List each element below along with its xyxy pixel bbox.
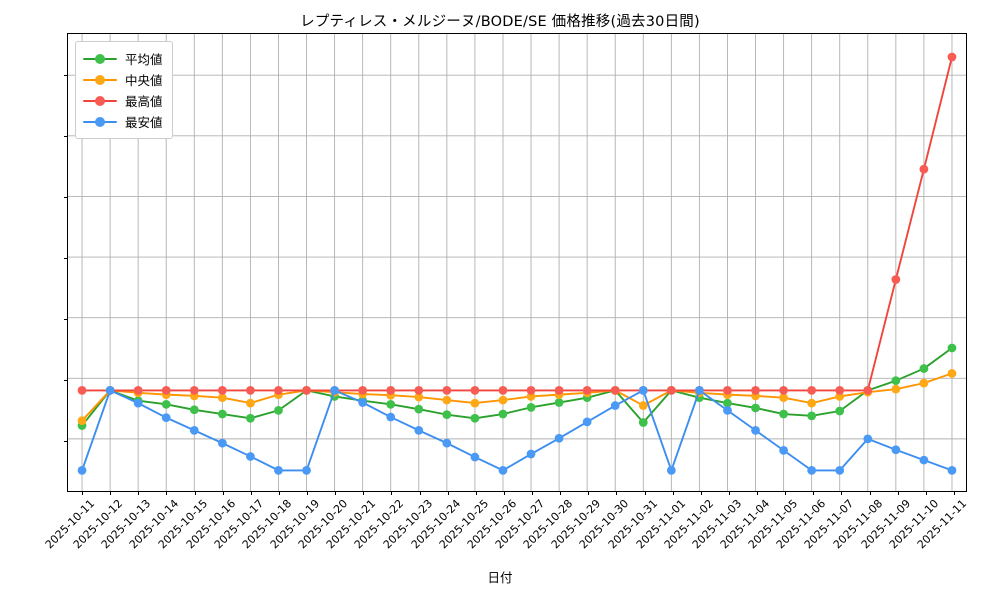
- x-tick-mark: [813, 491, 815, 495]
- plot-area: 100200300400500600700 2025-10-112025-10-…: [43, 33, 969, 551]
- x-tick-mark: [897, 491, 899, 495]
- x-tick-mark: [110, 491, 112, 495]
- x-tick-mark: [588, 491, 590, 495]
- y-tick-mark: [64, 75, 68, 77]
- y-tick-mark: [64, 136, 68, 138]
- x-tick-mark: [363, 491, 365, 495]
- x-tick-mark: [841, 491, 843, 495]
- legend-marker-icon: [83, 116, 117, 128]
- data-series-layer: [77, 52, 957, 475]
- x-tick-mark: [250, 491, 252, 495]
- x-tick-mark: [82, 491, 84, 495]
- x-tick-mark: [925, 491, 927, 495]
- x-tick-mark: [307, 491, 309, 495]
- legend-item-1[interactable]: 中央値: [83, 69, 163, 90]
- x-tick-mark: [475, 491, 477, 495]
- x-tick-mark: [532, 491, 534, 495]
- x-tick-mark: [757, 491, 759, 495]
- x-tick-mark: [138, 491, 140, 495]
- legend-marker-icon: [83, 53, 117, 65]
- y-tick-mark: [64, 258, 68, 260]
- legend-marker-icon: [83, 95, 117, 107]
- x-tick-mark: [869, 491, 871, 495]
- y-tick-mark: [64, 197, 68, 199]
- chart-legend: 平均値中央値最高値最安値: [75, 41, 173, 139]
- chart-title: レプティレス・メルジーヌ/BODE/SE 価格推移(過去30日間): [300, 14, 700, 30]
- x-tick-mark: [728, 491, 730, 495]
- series-0: [77, 343, 957, 430]
- series-2: [77, 52, 957, 395]
- x-tick-mark: [644, 491, 646, 495]
- y-tick-mark: [64, 318, 68, 320]
- legend-label: 最高値: [125, 94, 163, 109]
- y-tick-mark: [64, 379, 68, 381]
- x-tick-mark: [700, 491, 702, 495]
- legend-label: 最安値: [125, 115, 163, 130]
- x-tick-mark: [616, 491, 618, 495]
- x-tick-mark: [166, 491, 168, 495]
- y-tick-mark: [64, 440, 68, 442]
- x-tick-mark: [222, 491, 224, 495]
- x-tick-mark: [953, 491, 955, 495]
- legend-marker-icon: [83, 74, 117, 86]
- legend-label: 平均値: [125, 52, 163, 67]
- x-tick-mark: [194, 491, 196, 495]
- legend-item-0[interactable]: 平均値: [83, 48, 163, 69]
- x-tick-mark: [335, 491, 337, 495]
- series-3: [77, 386, 957, 475]
- x-tick-mark: [785, 491, 787, 495]
- x-tick-mark: [560, 491, 562, 495]
- series-1: [77, 369, 957, 426]
- legend-label: 中央値: [125, 73, 163, 88]
- x-tick-mark: [391, 491, 393, 495]
- legend-item-3[interactable]: 最安値: [83, 111, 163, 132]
- x-tick-mark: [672, 491, 674, 495]
- x-tick-mark: [447, 491, 449, 495]
- legend-item-2[interactable]: 最高値: [83, 90, 163, 111]
- x-axis-label: 日付: [487, 570, 513, 585]
- x-tick-mark: [503, 491, 505, 495]
- x-tick-mark: [419, 491, 421, 495]
- x-tick-mark: [278, 491, 280, 495]
